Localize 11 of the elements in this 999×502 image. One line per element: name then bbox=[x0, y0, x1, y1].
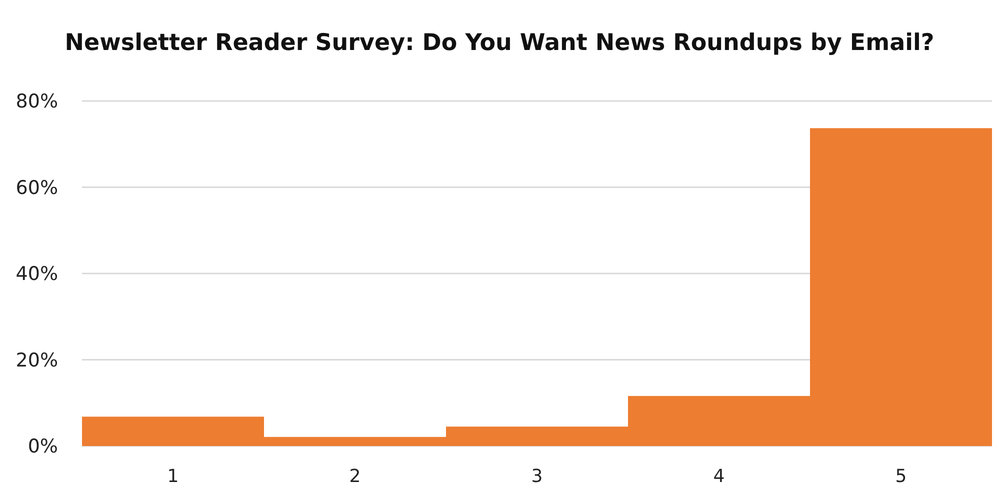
y-tick-label: 60% bbox=[16, 176, 58, 199]
y-tick-label: 80% bbox=[16, 90, 58, 113]
y-tick-label: 20% bbox=[16, 349, 58, 372]
x-tick-label: 4 bbox=[713, 466, 725, 487]
x-tick-label: 1 bbox=[167, 466, 179, 487]
x-tick-label: 2 bbox=[349, 466, 361, 487]
y-tick-label: 0% bbox=[28, 436, 58, 458]
chart-title: Newsletter Reader Survey: Do You Want News Roundups by Email? bbox=[64, 30, 934, 56]
x-tick-label: 3 bbox=[531, 466, 543, 487]
y-tick-label: 40% bbox=[16, 263, 58, 286]
x-tick-label: 5 bbox=[895, 466, 907, 487]
